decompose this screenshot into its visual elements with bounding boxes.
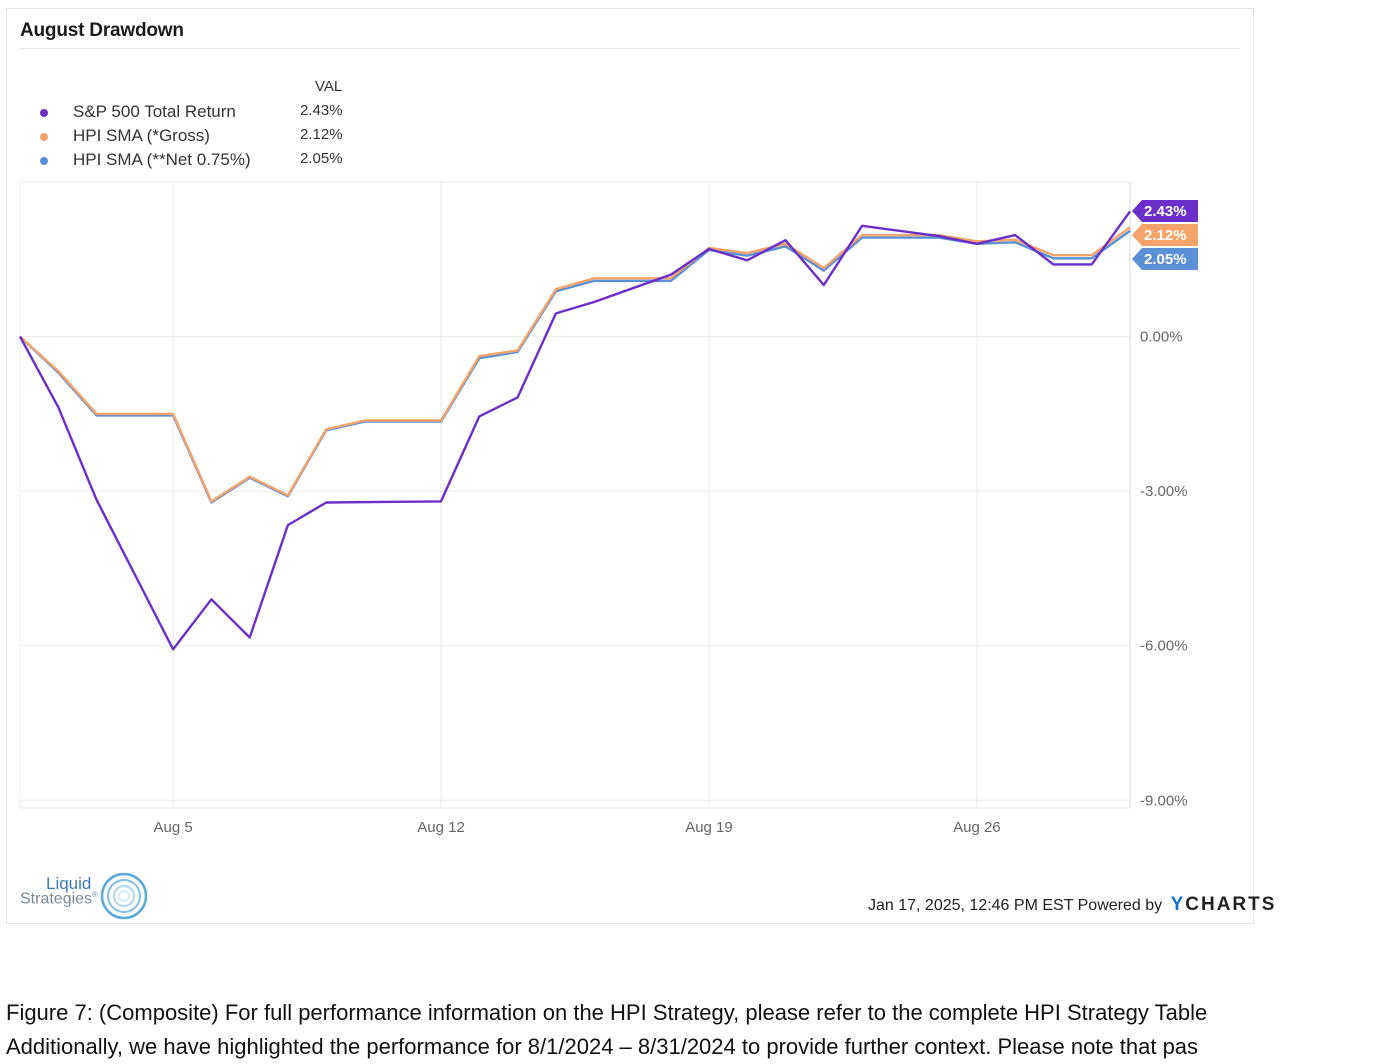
legend-item-label: HPI SMA (*Gross)	[73, 126, 210, 145]
y-axis-labels: 0.00% -3.00% -6.00% -9.00%	[1140, 329, 1188, 810]
series-dot-icon	[40, 133, 48, 141]
logo-word-strategies: Strategies®	[20, 890, 98, 908]
logo-word-liquid: Liquid	[46, 874, 92, 893]
badge-shape	[1132, 248, 1198, 270]
chart-title: August Drawdown	[20, 20, 184, 41]
x-tick-label: Aug 26	[953, 819, 1001, 836]
series-line	[19, 226, 1131, 503]
x-tick-label: Aug 19	[685, 819, 733, 836]
y-tick-label: 0.00%	[1140, 329, 1183, 346]
caption-line-2: Additionally, we have highlighted the pe…	[6, 1034, 1199, 1059]
timestamp: Jan 17, 2025, 12:46 PM EST Powered by	[868, 897, 1163, 914]
badge-shape	[1132, 224, 1198, 246]
badge-label: 2.05%	[1144, 251, 1187, 268]
y-tick-label: -6.00%	[1140, 638, 1188, 655]
series-lines	[18, 210, 1131, 651]
y-tick-label: -3.00%	[1140, 483, 1188, 500]
legend-item-value: 2.43%	[300, 102, 343, 119]
x-axis-labels: Aug 5 Aug 12 Aug 19 Aug 26	[154, 819, 1001, 836]
series-line	[18, 210, 1131, 651]
badge-label: 2.12%	[1144, 227, 1187, 244]
legend-item-label: S&P 500 Total Return	[73, 102, 236, 121]
end-value-badge: 2.05%	[1132, 248, 1198, 270]
grid	[19, 181, 1131, 809]
ycharts-logo[interactable]: YCHARTS	[1170, 894, 1277, 915]
title-divider	[20, 48, 1240, 49]
concentric-rings-icon	[100, 872, 148, 920]
liquid-strategies-logo: Liquid Strategies®	[20, 870, 160, 920]
x-tick-label: Aug 12	[417, 819, 465, 836]
legend-header: VAL	[315, 78, 343, 95]
series-dot-icon	[40, 109, 48, 117]
caption-line-1: Figure 7: (Composite) For full performan…	[6, 1000, 1208, 1025]
legend-item-label: HPI SMA (**Net 0.75%)	[73, 150, 251, 169]
badge-shape	[1132, 200, 1198, 222]
footer-attribution: Jan 17, 2025, 12:46 PM EST Powered by YC…	[868, 894, 1276, 916]
end-value-badges: 2.43% 2.12% 2.05%	[1132, 200, 1198, 270]
end-value-badge: 2.12%	[1132, 224, 1198, 246]
line-chart: 2.43%2.12%2.05% 0.00%-3.00%-6.00%-9.00% …	[18, 181, 1198, 836]
legend-item-value: 2.05%	[300, 150, 343, 167]
figure-caption: Figure 7: (Composite) For full performan…	[6, 996, 1400, 1064]
plot-area	[19, 181, 1131, 809]
end-value-badge: 2.43%	[1132, 200, 1198, 222]
y-tick-label: -9.00%	[1140, 792, 1188, 809]
x-tick-label: Aug 5	[154, 819, 193, 836]
legend-item-value: 2.12%	[300, 126, 343, 143]
series-dot-icon	[40, 157, 48, 165]
badge-label: 2.43%	[1144, 203, 1187, 220]
